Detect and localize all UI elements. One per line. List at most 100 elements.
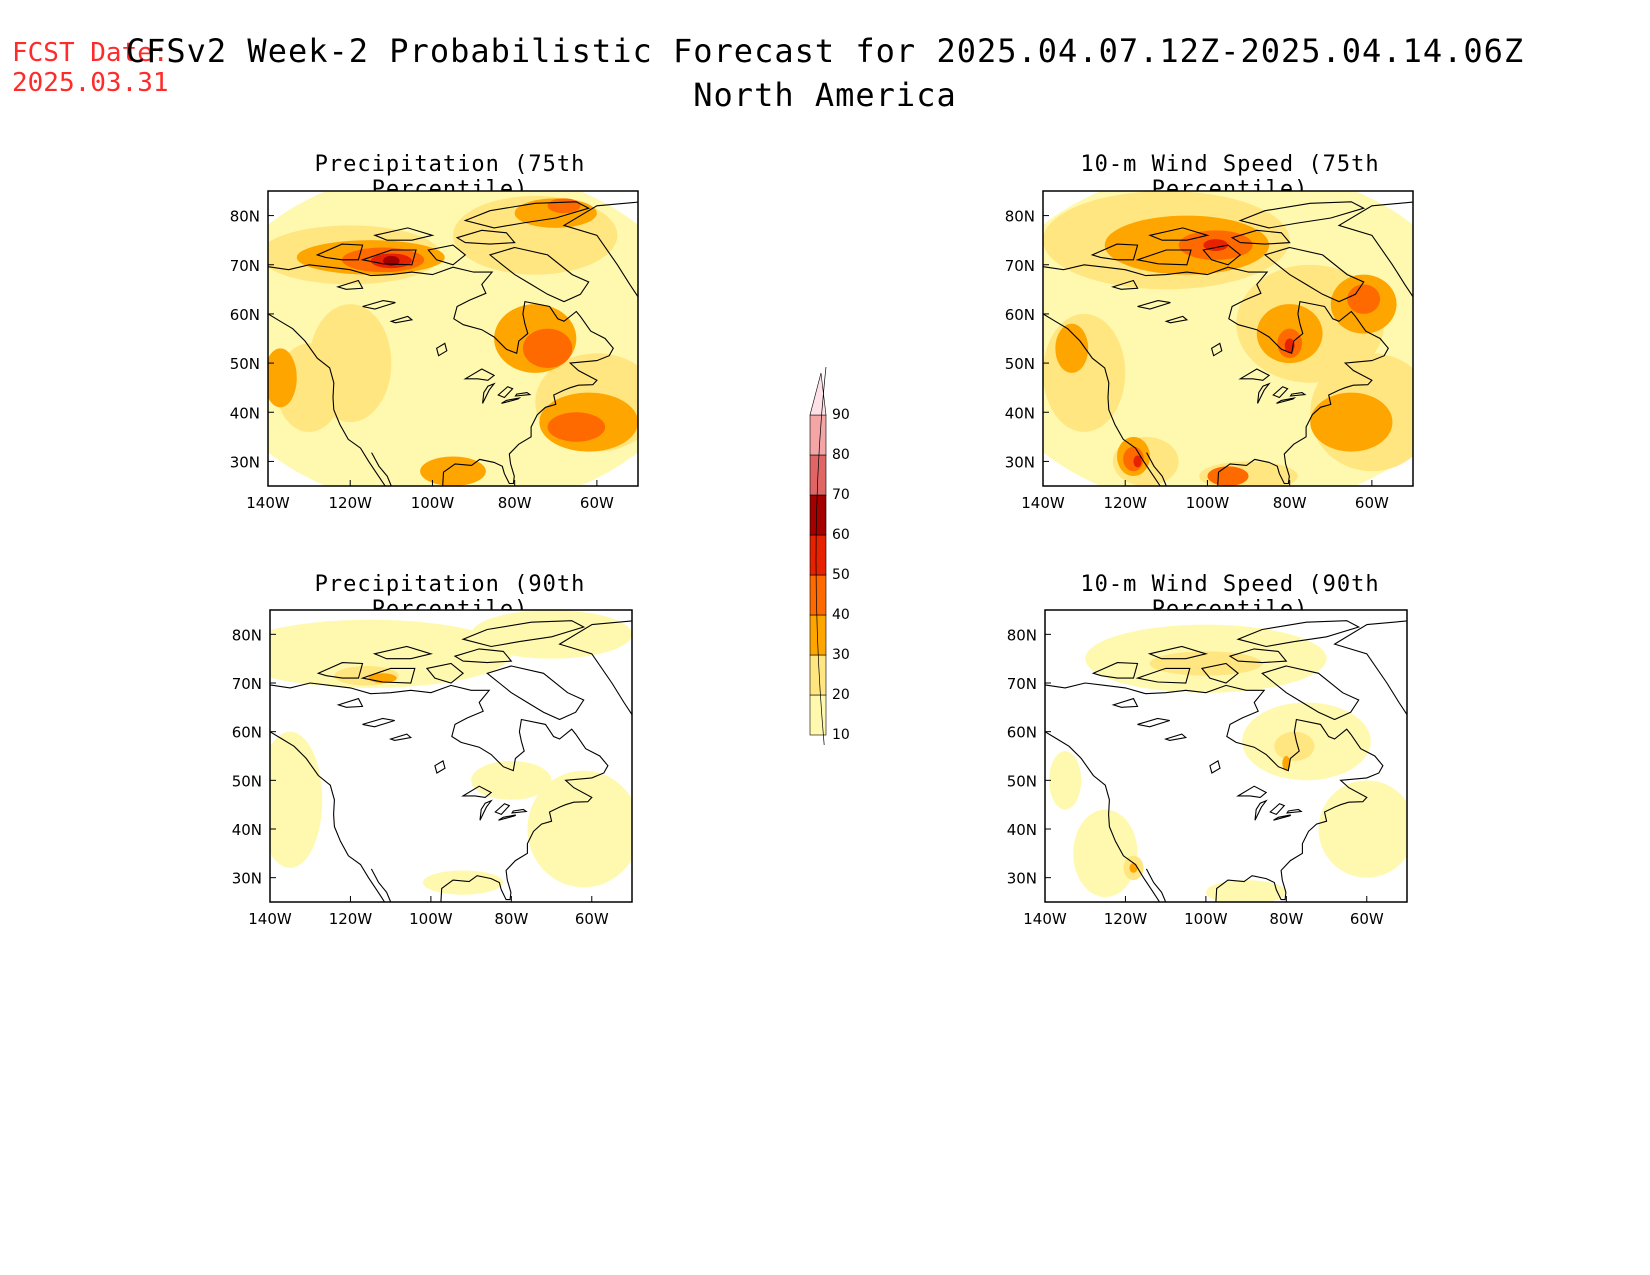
colorbar-segment	[809, 534, 827, 576]
colorbar-segment	[809, 494, 827, 536]
colorbar-segment	[809, 654, 827, 696]
lake-outline	[1238, 368, 1271, 381]
fcst-date-caption: FCST Date:	[12, 38, 169, 68]
probability-region	[547, 412, 606, 442]
lake-outline	[1164, 315, 1189, 324]
coastline-island	[425, 662, 464, 684]
coastline-east	[268, 264, 614, 486]
coastline-island	[558, 620, 632, 716]
coastline-island	[1135, 249, 1192, 266]
lat-tick-label: 40N	[232, 821, 262, 839]
lake-outline	[434, 760, 446, 774]
probability-region	[383, 255, 400, 266]
probability-region	[547, 198, 581, 214]
lake-outline	[1210, 342, 1223, 357]
coastline-island	[1230, 229, 1291, 245]
lake-outline	[461, 785, 493, 798]
lake-outline	[501, 397, 522, 404]
map-wind-75: 80N 70N 60N 50N 40N 30N 140W 120W 100W 80W 60W	[1005, 190, 1414, 512]
lat-tick-label: 50N	[1005, 355, 1035, 373]
colorbar-label: 90	[832, 407, 850, 423]
lon-tick-label: 140W	[248, 910, 292, 928]
page-title: CFSv2 Week-2 Probabilistic Forecast for …	[125, 32, 1525, 70]
lat-tick-label: 70N	[1005, 257, 1035, 275]
coastline-island	[1200, 662, 1239, 684]
coastline-gulf-of-california	[371, 452, 392, 486]
coastline-island	[1236, 620, 1361, 648]
lake-outline	[1137, 300, 1171, 310]
lat-tick-label: 70N	[1007, 675, 1037, 693]
colorbar-label: 70	[832, 487, 850, 503]
lat-tick-label: 50N	[230, 355, 260, 373]
map-precip-90: 80N 70N 60N 50N 40N 30N 140W 120W 100W 80W 60W	[232, 609, 633, 928]
fcst-date-value: 2025.03.31	[12, 68, 169, 98]
lake-outline	[1269, 803, 1286, 816]
coastline-gulf-of-california	[370, 868, 392, 902]
coastline-west	[1043, 313, 1161, 486]
lat-tick-label: 30N	[1007, 870, 1037, 888]
lon-tick-label: 60W	[1355, 494, 1389, 512]
colorbar-label: 40	[832, 607, 850, 623]
map-frame	[267, 190, 639, 487]
lon-tick-label: 80W	[494, 910, 528, 928]
probability-region	[1049, 751, 1082, 810]
lake-outline	[388, 733, 413, 741]
lon-tick-label: 140W	[1021, 494, 1065, 512]
lake-outline	[362, 717, 395, 728]
coastline-west	[270, 731, 386, 902]
map-precip-75: 80N 70N 60N 50N 40N 30N 140W 120W 100W 80W 60W	[230, 190, 639, 512]
lat-tick-label: 80N	[1007, 626, 1037, 644]
lat-tick-label: 80N	[232, 626, 262, 644]
coastline-island	[562, 201, 638, 298]
coastline-island	[1263, 246, 1365, 303]
lat-tick-label: 60N	[1005, 306, 1035, 324]
lat-tick-label: 40N	[1005, 404, 1035, 422]
coastline-island	[1261, 665, 1360, 721]
lake-outline	[514, 392, 532, 397]
coastline-island	[1238, 201, 1366, 229]
coastline-east	[1043, 264, 1389, 486]
lon-tick-label: 120W	[329, 910, 373, 928]
probability-region	[522, 328, 573, 368]
probability-region	[270, 731, 323, 868]
probability-region	[1129, 863, 1138, 873]
lat-tick-label: 40N	[1007, 821, 1037, 839]
coastline-island	[453, 648, 513, 664]
lake-outline	[1272, 386, 1289, 399]
coastline-layer	[268, 201, 638, 486]
lon-tick-label: 120W	[1104, 910, 1148, 928]
probability-region	[268, 348, 297, 408]
probability-region	[1133, 455, 1142, 468]
lat-tick-label: 30N	[232, 870, 262, 888]
probability-region	[1073, 809, 1138, 898]
colorbar-segment	[809, 574, 827, 616]
probability-region	[1274, 731, 1315, 761]
probability-region	[1310, 392, 1393, 452]
coastline-island	[1333, 620, 1407, 716]
shading-layer	[1045, 610, 1407, 902]
coastline-island	[373, 227, 435, 241]
lake-outline	[482, 382, 496, 404]
lake-outline	[1236, 785, 1268, 798]
probability-region	[1318, 780, 1407, 878]
lake-outline	[1286, 808, 1303, 814]
lake-outline	[511, 808, 528, 814]
probability-region	[420, 456, 486, 486]
coastline-gulf-of-california	[1145, 868, 1167, 902]
coastline-island	[360, 667, 416, 684]
coastline-island	[1091, 662, 1139, 679]
lon-tick-label: 120W	[1103, 494, 1147, 512]
lon-tick-label: 80W	[1273, 494, 1307, 512]
lake-outline	[1209, 760, 1221, 774]
colorbar: 10 20 30 40 50 60 70 80 90	[809, 366, 850, 745]
coastline-layer	[1045, 620, 1407, 902]
map-frame	[269, 609, 633, 903]
coastline-island	[1147, 645, 1208, 660]
colorbar-segment	[809, 414, 827, 456]
lake-outline	[435, 342, 448, 357]
colorbar-label: 60	[832, 527, 850, 543]
lat-tick-label: 30N	[1005, 453, 1035, 471]
lat-tick-label: 60N	[230, 306, 260, 324]
colorbar-outline	[815, 366, 827, 745]
probability-region	[1205, 880, 1287, 902]
